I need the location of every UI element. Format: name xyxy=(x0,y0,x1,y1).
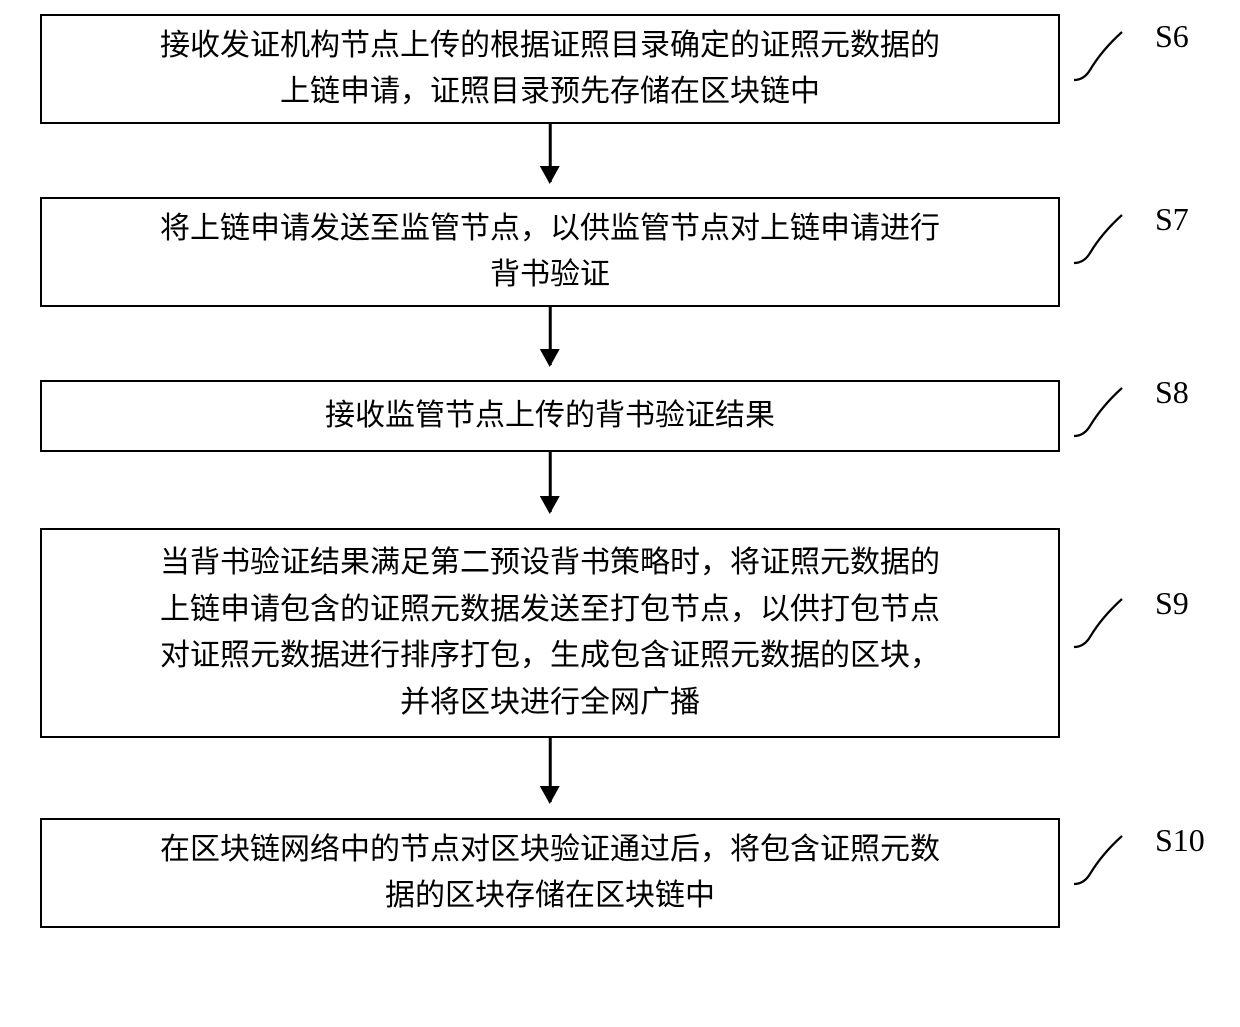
arrow-s7-s8 xyxy=(549,307,552,365)
brace-s6 xyxy=(1072,22,1132,82)
step-label-s6: S6 xyxy=(1155,18,1189,55)
step-text-s8: 接收监管节点上传的背书验证结果 xyxy=(325,393,775,440)
step-label-s8: S8 xyxy=(1155,374,1189,411)
arrow-s9-s10 xyxy=(549,738,552,802)
step-text-s7: 将上链申请发送至监管节点，以供监管节点对上链申请进行 背书验证 xyxy=(160,206,940,299)
arrow-s8-s9 xyxy=(549,452,552,512)
step-box-s7: 将上链申请发送至监管节点，以供监管节点对上链申请进行 背书验证 xyxy=(40,197,1060,307)
step-box-s9: 当背书验证结果满足第二预设背书策略时，将证照元数据的 上链申请包含的证照元数据发… xyxy=(40,528,1060,738)
step-label-s9: S9 xyxy=(1155,585,1189,622)
brace-s9 xyxy=(1072,589,1132,649)
step-box-s6: 接收发证机构节点上传的根据证照目录确定的证照元数据的 上链申请，证照目录预先存储… xyxy=(40,14,1060,124)
flowchart-container: 接收发证机构节点上传的根据证照目录确定的证照元数据的 上链申请，证照目录预先存储… xyxy=(0,0,1240,1027)
step-text-s6: 接收发证机构节点上传的根据证照目录确定的证照元数据的 上链申请，证照目录预先存储… xyxy=(160,23,940,116)
arrow-s6-s7 xyxy=(549,124,552,182)
step-text-s9: 当背书验证结果满足第二预设背书策略时，将证照元数据的 上链申请包含的证照元数据发… xyxy=(160,540,940,726)
brace-s10 xyxy=(1072,826,1132,886)
step-label-s10: S10 xyxy=(1155,822,1205,859)
step-box-s10: 在区块链网络中的节点对区块验证通过后，将包含证照元数 据的区块存储在区块链中 xyxy=(40,818,1060,928)
step-label-s7: S7 xyxy=(1155,201,1189,238)
brace-s7 xyxy=(1072,205,1132,265)
step-text-s10: 在区块链网络中的节点对区块验证通过后，将包含证照元数 据的区块存储在区块链中 xyxy=(160,827,940,920)
brace-s8 xyxy=(1072,378,1132,438)
step-box-s8: 接收监管节点上传的背书验证结果 xyxy=(40,380,1060,452)
